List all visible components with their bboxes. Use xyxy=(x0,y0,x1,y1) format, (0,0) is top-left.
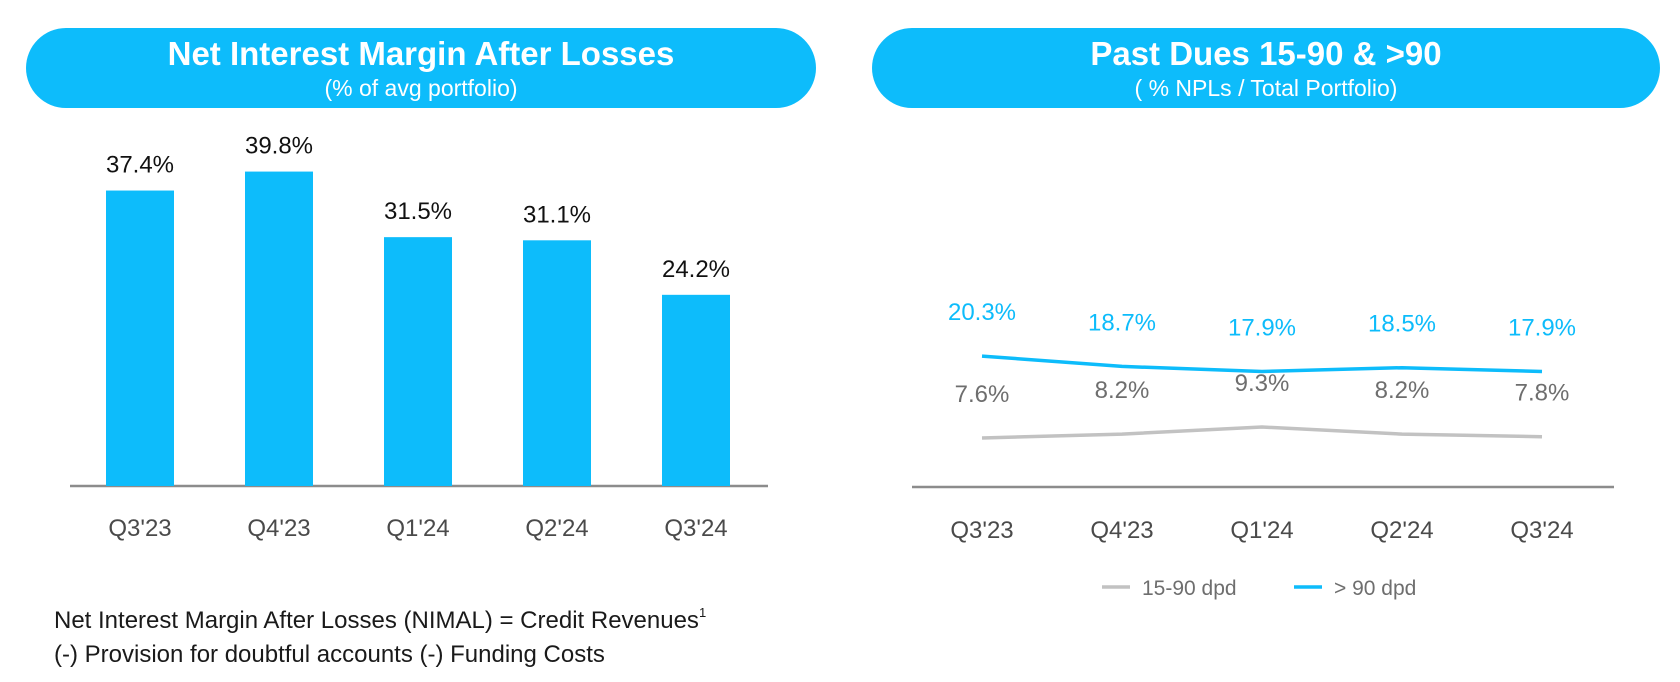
bar-value-label-1: 39.8% xyxy=(245,133,313,160)
line-data-label-15-90-0: 7.6% xyxy=(955,381,1010,408)
line-category-label-1: Q4'23 xyxy=(1090,517,1153,544)
bar-value-label-4: 24.2% xyxy=(662,256,730,283)
line-data-label-15-90-4: 7.8% xyxy=(1515,380,1570,407)
left-chart-subtitle: (% of avg portfolio) xyxy=(324,75,518,101)
right-chart-title: Past Dues 15-90 & >90 xyxy=(1090,35,1442,72)
left-chart-title: Net Interest Margin After Losses xyxy=(167,35,675,72)
bar-2 xyxy=(384,237,452,486)
line-data-label-over-90-4: 17.9% xyxy=(1508,315,1576,342)
left-chart-header: Net Interest Margin After Losses (% of a… xyxy=(26,28,816,108)
series-line-over-90-dpd xyxy=(981,354,1543,374)
legend-label-over-90-dpd: > 90 dpd xyxy=(1334,577,1416,600)
legend-label-15-90-dpd: 15-90 dpd xyxy=(1142,577,1237,600)
line-category-label-2: Q1'24 xyxy=(1230,517,1293,544)
bar-0 xyxy=(106,190,174,487)
bar-3 xyxy=(523,240,591,486)
line-data-label-over-90-3: 18.5% xyxy=(1368,311,1436,338)
bar-value-label-0: 37.4% xyxy=(106,152,174,179)
bar-category-label-1: Q4'23 xyxy=(247,515,310,542)
line-data-label-15-90-1: 8.2% xyxy=(1095,377,1150,404)
line-data-label-over-90-0: 20.3% xyxy=(948,299,1016,326)
bar-category-label-4: Q3'24 xyxy=(664,515,727,542)
bar-category-label-2: Q1'24 xyxy=(386,515,449,542)
footnote-line-1: Net Interest Margin After Losses (NIMAL)… xyxy=(54,607,699,634)
bar-value-label-3: 31.1% xyxy=(523,201,591,228)
footnote-superscript: 1 xyxy=(698,605,707,620)
bar-category-label-3: Q2'24 xyxy=(525,515,588,542)
line-data-label-15-90-3: 8.2% xyxy=(1375,377,1430,404)
bar-value-label-2: 31.5% xyxy=(384,198,452,225)
nimal-footnote: Net Interest Margin After Losses (NIMAL)… xyxy=(54,598,706,672)
line-category-label-0: Q3'23 xyxy=(950,517,1013,544)
footnote-line-2: (-) Provision for doubtful accounts (-) … xyxy=(54,641,605,668)
bar-4 xyxy=(662,294,730,486)
line-category-label-3: Q2'24 xyxy=(1370,517,1433,544)
right-chart-subtitle: ( % NPLs / Total Portfolio) xyxy=(1134,75,1398,101)
line-category-label-4: Q3'24 xyxy=(1510,517,1573,544)
line-data-label-15-90-2: 9.3% xyxy=(1235,370,1290,397)
right-chart-header: Past Dues 15-90 & >90 ( % NPLs / Total P… xyxy=(872,28,1660,108)
bar-category-label-0: Q3'23 xyxy=(108,515,171,542)
line-data-label-over-90-2: 17.9% xyxy=(1228,315,1296,342)
series-line-15-90-dpd xyxy=(981,425,1543,440)
line-data-label-over-90-1: 18.7% xyxy=(1088,309,1156,336)
bar-1 xyxy=(245,171,313,486)
